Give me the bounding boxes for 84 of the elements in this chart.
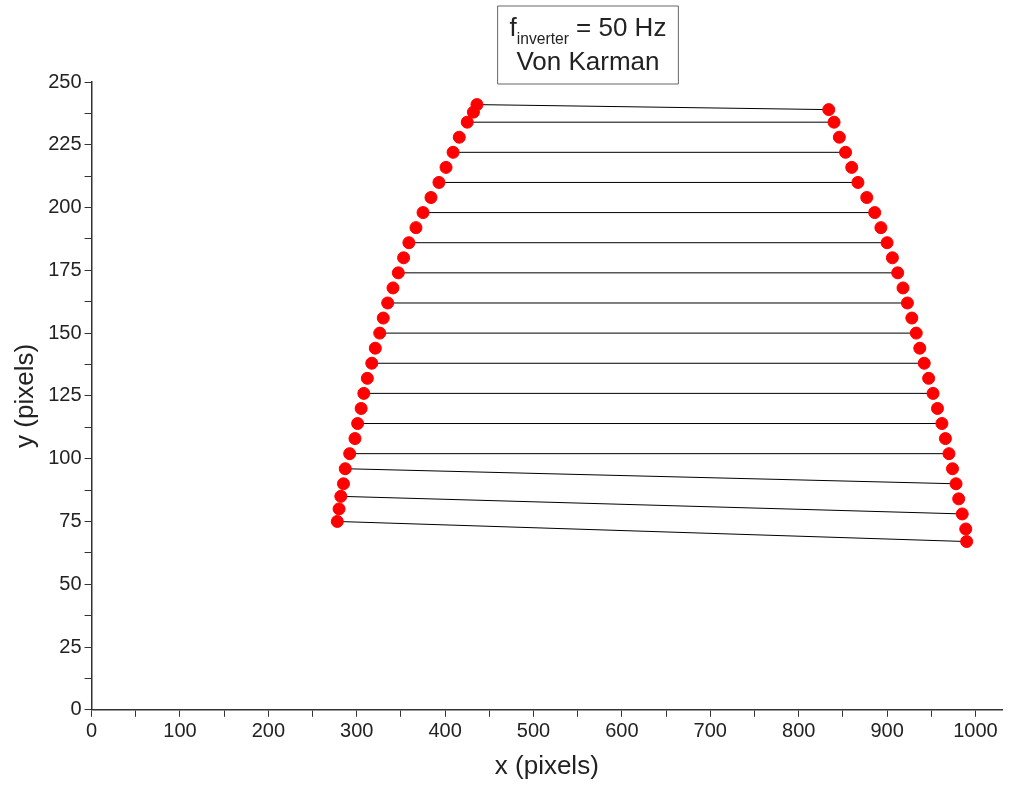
point bbox=[949, 477, 963, 491]
point bbox=[386, 281, 400, 295]
x-tick-label: 100 bbox=[163, 719, 197, 742]
point bbox=[926, 386, 940, 400]
point bbox=[905, 311, 919, 325]
y-axis-title: y (pixels) bbox=[8, 343, 39, 448]
x-tick-label: 0 bbox=[86, 719, 98, 742]
x-tick-label: 400 bbox=[428, 719, 462, 742]
point bbox=[955, 507, 969, 521]
point bbox=[839, 145, 853, 159]
y-tick-label: 50 bbox=[59, 571, 82, 594]
point bbox=[409, 221, 423, 235]
point bbox=[946, 462, 959, 476]
point bbox=[446, 145, 460, 159]
x-tick-label: 800 bbox=[782, 719, 816, 742]
x-axis-title: x (pixels) bbox=[494, 749, 599, 780]
point bbox=[351, 417, 365, 431]
point bbox=[913, 341, 927, 355]
point bbox=[909, 326, 923, 340]
point bbox=[960, 535, 974, 549]
point bbox=[935, 417, 949, 431]
y-tick-label: 250 bbox=[48, 69, 82, 92]
text: Von Karman bbox=[516, 46, 660, 76]
point bbox=[827, 115, 841, 129]
point bbox=[357, 386, 371, 400]
point bbox=[851, 175, 865, 189]
point bbox=[942, 447, 956, 461]
point bbox=[373, 326, 387, 340]
y-tick-label: 150 bbox=[48, 320, 82, 343]
point bbox=[360, 371, 374, 385]
point bbox=[868, 206, 882, 220]
point bbox=[845, 160, 859, 174]
point bbox=[922, 371, 936, 385]
y-tick-label: 125 bbox=[48, 383, 82, 406]
point bbox=[365, 356, 379, 370]
point bbox=[397, 251, 411, 265]
point bbox=[381, 296, 395, 310]
y-tick-label: 25 bbox=[59, 634, 82, 657]
point bbox=[354, 401, 368, 415]
point bbox=[334, 489, 348, 503]
point bbox=[822, 103, 836, 117]
x-tick-label: 600 bbox=[605, 719, 639, 742]
point bbox=[885, 251, 899, 265]
point bbox=[880, 236, 894, 250]
point bbox=[330, 514, 344, 528]
x-tick-label: 700 bbox=[693, 719, 727, 742]
point bbox=[368, 341, 382, 355]
point bbox=[874, 221, 888, 235]
point bbox=[938, 432, 952, 446]
point bbox=[900, 296, 914, 310]
point bbox=[343, 447, 357, 461]
point bbox=[832, 130, 846, 144]
point bbox=[376, 311, 390, 325]
point bbox=[896, 281, 910, 295]
point bbox=[930, 401, 944, 415]
point bbox=[860, 191, 874, 205]
y-tick-label: 175 bbox=[48, 257, 82, 280]
point bbox=[432, 175, 446, 189]
x-tick-label: 900 bbox=[870, 719, 904, 742]
point bbox=[332, 502, 346, 516]
x-tick-label: 500 bbox=[516, 719, 551, 742]
point bbox=[338, 462, 352, 476]
y-tick-label: 200 bbox=[48, 195, 82, 218]
y-tick-label: 0 bbox=[70, 697, 82, 720]
point bbox=[452, 130, 466, 144]
point bbox=[439, 160, 453, 174]
x-tick-label: 1000 bbox=[953, 719, 998, 742]
point bbox=[460, 115, 474, 129]
x-tick-label: 300 bbox=[340, 719, 374, 742]
point bbox=[891, 266, 905, 280]
point bbox=[402, 236, 416, 250]
point bbox=[391, 266, 405, 280]
point bbox=[348, 432, 362, 446]
point bbox=[917, 356, 931, 370]
point bbox=[416, 206, 430, 220]
point bbox=[470, 98, 484, 112]
x-tick-label: 200 bbox=[251, 719, 286, 742]
point bbox=[959, 522, 973, 536]
point bbox=[424, 191, 438, 205]
y-tick-label: 75 bbox=[59, 508, 82, 531]
y-tick-label: 225 bbox=[48, 132, 82, 155]
point bbox=[952, 492, 966, 506]
point bbox=[336, 477, 350, 491]
y-tick-label: 100 bbox=[48, 446, 82, 469]
